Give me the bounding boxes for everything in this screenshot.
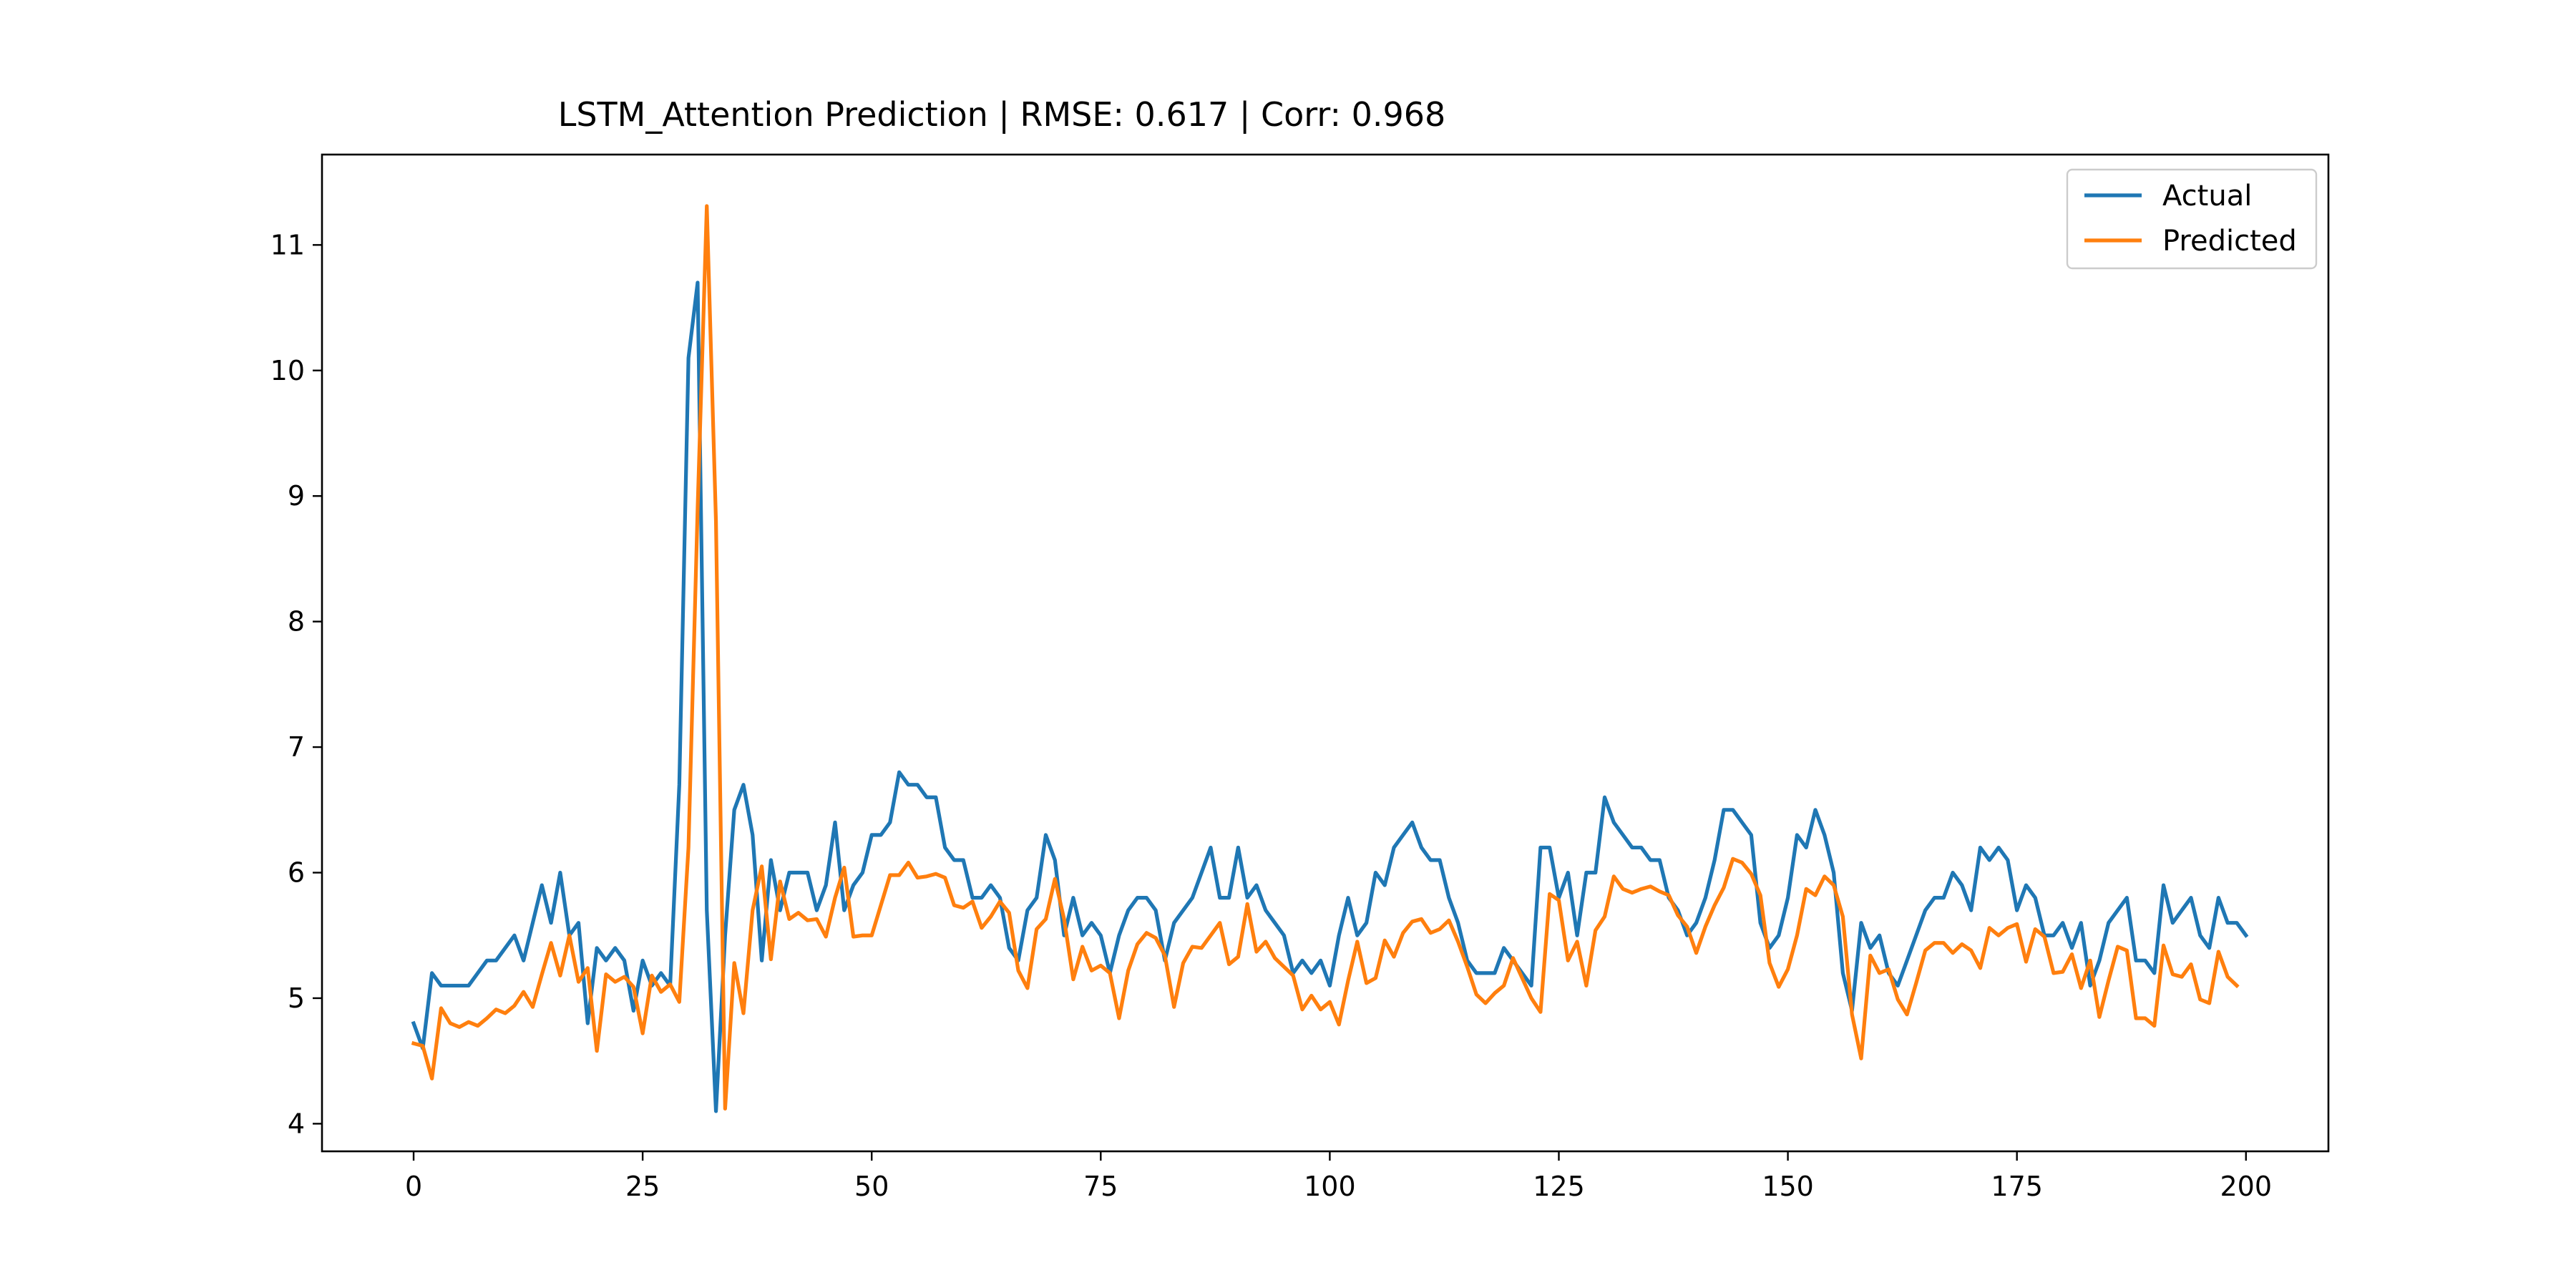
y-tick-label: 5 [288,982,305,1014]
y-tick-label: 8 [288,606,305,638]
series-line-actual [411,280,2249,1113]
x-axis: 0 25 50 75 100 125 150 175 200 [405,1151,2272,1202]
plot-frame [321,153,2330,1153]
series-line-predicted [411,204,2240,1111]
y-tick-label: 4 [288,1108,305,1139]
x-tick-label: 25 [625,1171,660,1202]
plot-area [321,153,2330,1153]
x-tick-label: 175 [1991,1171,2043,1202]
x-tick-label: 100 [1304,1171,1356,1202]
x-tick-label: 0 [405,1171,422,1202]
y-tick-label: 6 [288,857,305,889]
chart-title: LSTM_Attention Prediction | RMSE: 0.617 … [558,95,1446,135]
y-tick-label: 9 [288,480,305,512]
x-tick-label: 50 [854,1171,889,1202]
x-tick-label: 200 [2220,1171,2273,1202]
series-layer [411,204,2249,1113]
y-tick-label: 11 [270,229,305,260]
legend-label-actual: Actual [2162,180,2252,213]
x-tick-label: 75 [1083,1171,1118,1202]
legend: Actual Predicted [2066,168,2318,270]
y-tick-label: 10 [270,355,305,386]
legend-label-predicted: Predicted [2162,225,2297,258]
x-tick-label: 125 [1533,1171,1585,1202]
x-tick-label: 150 [1762,1171,1814,1202]
y-axis: 4 5 6 7 8 9 10 11 [270,229,322,1139]
y-tick-label: 7 [288,731,305,763]
